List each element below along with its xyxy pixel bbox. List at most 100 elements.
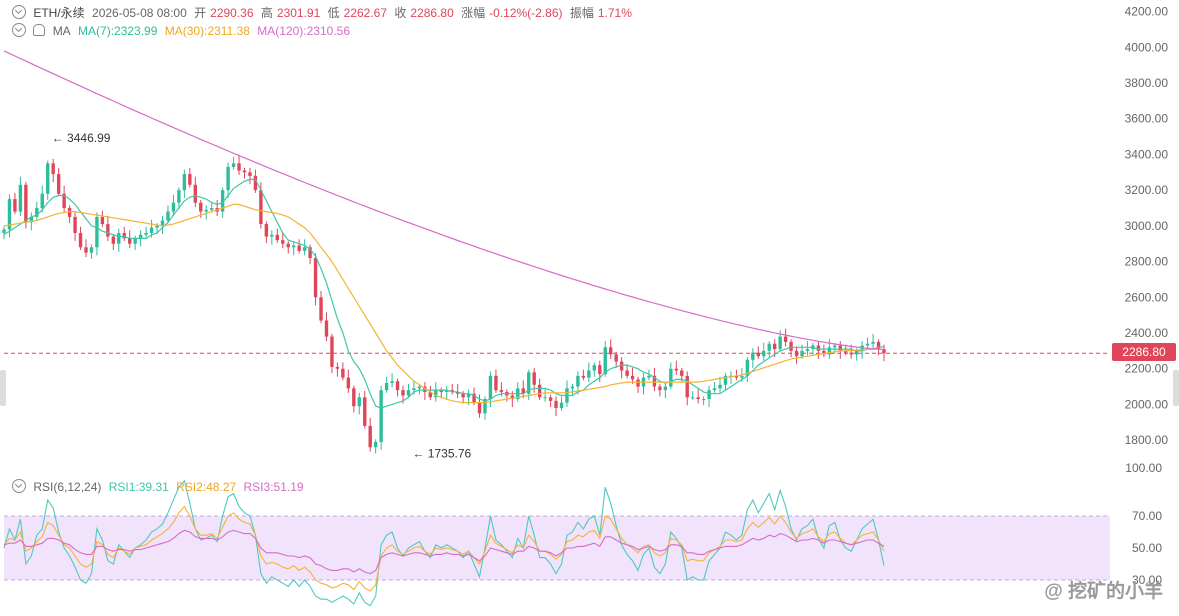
candle-body	[663, 386, 668, 391]
candle-body	[554, 400, 558, 408]
candle-body	[182, 174, 187, 191]
candle-body	[78, 233, 83, 248]
candle-body	[559, 402, 564, 408]
candle-body	[701, 399, 706, 401]
candle-body	[865, 343, 870, 346]
candle-body	[876, 341, 881, 350]
rsi-legend: RSI(6,12,24) RSI1:39.31 RSI2:48.27 RSI3:…	[12, 477, 308, 494]
candle-body	[138, 234, 143, 239]
ma7-line	[3, 178, 885, 409]
candle-body	[2, 229, 6, 233]
candle-body	[767, 343, 771, 351]
candles	[2, 155, 886, 454]
scroll-right-handle[interactable]	[1173, 370, 1179, 406]
candle-body	[751, 352, 755, 360]
candle-body	[854, 350, 859, 355]
candle-body	[368, 425, 372, 448]
candle-body	[35, 208, 39, 217]
candle-body	[226, 166, 230, 191]
price-tick-label: 2600.00	[1125, 290, 1169, 304]
candle-body	[412, 388, 416, 391]
rsi1-line	[3, 479, 885, 607]
candle-body	[302, 247, 307, 251]
candle-body	[89, 247, 94, 253]
candle-body	[106, 224, 110, 237]
candle-body	[40, 193, 44, 208]
candle-body	[281, 240, 285, 244]
rsi1-value: RSI1:39.31	[108, 480, 169, 494]
ma-name: MA	[52, 24, 71, 38]
candle-body	[204, 209, 208, 212]
candle-body	[789, 341, 793, 351]
eye-icon[interactable]	[12, 5, 26, 19]
candle-body	[357, 397, 361, 407]
candle-body	[330, 336, 334, 367]
candle-body	[341, 368, 345, 378]
candle-body	[827, 347, 832, 355]
candle-body	[122, 233, 126, 239]
candle-body	[133, 238, 137, 244]
candle-body	[816, 345, 821, 351]
candle-body	[570, 386, 575, 389]
candle-body	[286, 243, 290, 248]
candle-body	[576, 375, 580, 387]
low-value: 2262.67	[343, 6, 388, 20]
open-label: 开	[194, 6, 207, 20]
candle-body	[532, 372, 536, 385]
candle-body	[630, 375, 635, 380]
candle-body	[73, 216, 77, 233]
close-label: 收	[394, 6, 407, 20]
candle-body	[24, 184, 28, 223]
ma30-line	[3, 203, 879, 404]
change-value: -0.12%(-2.86)	[489, 6, 563, 20]
candle-body	[543, 397, 547, 399]
candle-body	[745, 359, 750, 376]
ma30-value: MA(30):2311.38	[164, 24, 250, 38]
candle-body	[805, 349, 810, 351]
candle-body	[527, 372, 531, 394]
price-tick-label: 3400.00	[1125, 147, 1169, 161]
candle-body	[598, 365, 602, 375]
candle-body	[335, 366, 340, 369]
candle-body	[242, 170, 247, 173]
candle-body	[401, 390, 405, 396]
low-label: 低	[327, 6, 340, 20]
candle-body	[193, 184, 197, 203]
candle-body	[696, 397, 700, 400]
candle-body	[494, 375, 498, 391]
high-value: 2301.91	[276, 6, 321, 20]
price-tick-label: 2200.00	[1125, 362, 1169, 376]
candle-body	[210, 208, 214, 210]
eye-icon[interactable]	[12, 479, 26, 493]
rsi-name: RSI(6,12,24)	[33, 480, 102, 494]
scroll-left-handle[interactable]	[0, 370, 6, 406]
open-value: 2290.36	[210, 6, 254, 20]
bell-icon[interactable]	[33, 24, 46, 36]
candle-body	[231, 163, 236, 167]
candle-body	[499, 390, 504, 392]
candle-body	[51, 163, 55, 175]
candle-body	[155, 225, 159, 228]
amp-label: 振幅	[569, 6, 594, 20]
candle-body	[270, 234, 274, 237]
watermark: @ 挖矿的小羊	[1044, 581, 1163, 602]
candle-body	[308, 247, 312, 258]
candle-body	[144, 233, 148, 235]
candle-body	[188, 174, 192, 185]
candle-body	[685, 375, 689, 398]
eye-icon[interactable]	[12, 23, 26, 37]
candle-body	[466, 393, 471, 398]
rsi-tick-label: 50.00	[1132, 541, 1162, 555]
candle-body	[510, 395, 515, 400]
candle-body	[117, 233, 121, 244]
candle-body	[680, 370, 684, 376]
candle-body	[67, 208, 72, 217]
close-value: 2286.80	[410, 6, 454, 20]
candle-body	[669, 368, 673, 387]
candle-body	[636, 379, 640, 387]
rsi-tick-label: 100.00	[1125, 461, 1162, 475]
candle-body	[472, 393, 476, 403]
candle-body	[483, 399, 487, 414]
price-axis: 4200.00 4000.00 3800.00 3600.00 3400.00 3200.…	[1125, 5, 1169, 448]
